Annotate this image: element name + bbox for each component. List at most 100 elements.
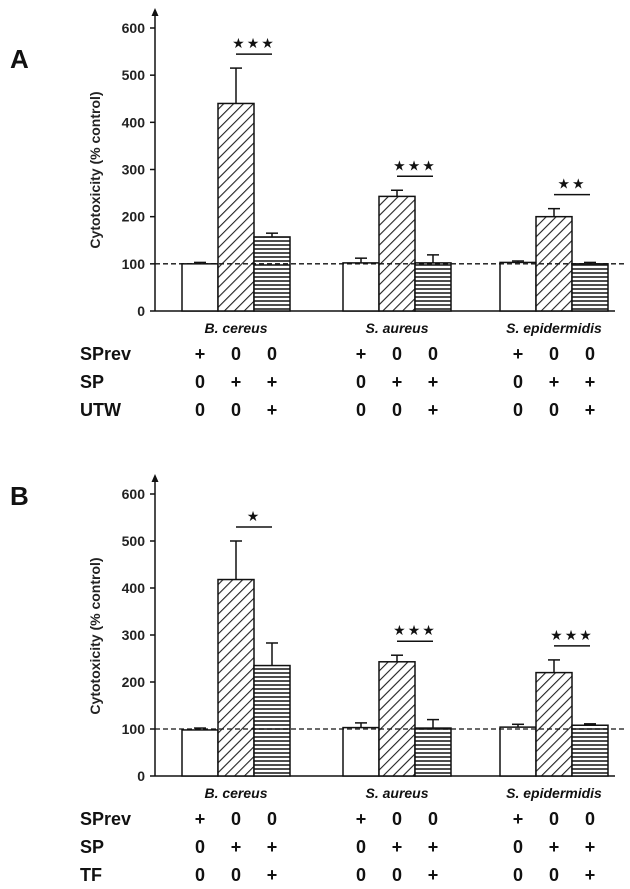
y-tick-label: 100 <box>122 721 146 737</box>
bar-s-epidermidis-horizontal <box>571 724 609 777</box>
condition-cell: 0 <box>513 865 523 885</box>
condition-row-label: SPrev <box>80 344 131 364</box>
bar-s-aureus-diagonal <box>378 661 416 777</box>
category-label: S. epidermidis <box>506 785 602 801</box>
condition-cell: + <box>428 372 439 392</box>
panel-label: A <box>10 44 29 74</box>
condition-cell: + <box>549 837 560 857</box>
y-axis-arrow <box>151 474 159 482</box>
y-tick-label: 600 <box>122 20 146 36</box>
condition-cell: + <box>585 400 596 420</box>
condition-cell: 0 <box>231 865 241 885</box>
condition-cell: + <box>585 372 596 392</box>
bar-s-aureus-horizontal <box>414 727 452 777</box>
y-tick-label: 400 <box>122 580 146 596</box>
bar-b-cereus-diagonal <box>217 578 255 777</box>
y-tick-label: 300 <box>122 162 146 178</box>
condition-cell: 0 <box>549 400 559 420</box>
condition-cell: 0 <box>585 344 595 364</box>
condition-cell: 0 <box>356 400 366 420</box>
significance-stars: ★★★ <box>393 623 437 639</box>
condition-cell: + <box>513 344 524 364</box>
condition-cell: 0 <box>231 344 241 364</box>
condition-cell: + <box>267 372 278 392</box>
condition-cell: 0 <box>231 809 241 829</box>
y-axis-title: Cytotoxicity (% control) <box>87 557 103 714</box>
chart-panel-b: B 0 100 200 300 400 500 600 Cytotoxicity (% cont… <box>10 474 625 885</box>
condition-cell: 0 <box>392 809 402 829</box>
condition-cell: 0 <box>195 372 205 392</box>
panels-layer: A 0 100 200 300 400 500 600 Cytotoxicity (% cont… <box>10 8 625 885</box>
category-label: S. aureus <box>365 320 428 336</box>
bar-b-cereus-open <box>181 263 219 312</box>
y-tick-label: 200 <box>122 209 146 225</box>
condition-cell: 0 <box>513 837 523 857</box>
condition-cell: 0 <box>392 865 402 885</box>
y-axis-title: Cytotoxicity (% control) <box>87 91 103 248</box>
condition-cell: + <box>549 372 560 392</box>
condition-cell: + <box>356 344 367 364</box>
condition-cell: + <box>428 400 439 420</box>
condition-cell: + <box>231 372 242 392</box>
chart-panel-a: A 0 100 200 300 400 500 600 Cytotoxicity (% cont… <box>10 8 625 420</box>
y-tick-label: 500 <box>122 533 146 549</box>
condition-cell: 0 <box>585 809 595 829</box>
condition-cell: + <box>585 865 596 885</box>
condition-cell: 0 <box>549 344 559 364</box>
condition-cell: 0 <box>428 344 438 364</box>
condition-cell: 0 <box>549 865 559 885</box>
condition-cell: + <box>585 837 596 857</box>
condition-cell: + <box>356 809 367 829</box>
category-label: S. aureus <box>365 785 428 801</box>
y-tick-label: 0 <box>137 768 145 784</box>
condition-row-label: SPrev <box>80 809 131 829</box>
bar-b-cereus-horizontal <box>253 236 291 312</box>
condition-cell: + <box>392 837 403 857</box>
significance-stars: ★ <box>247 509 262 525</box>
bar-b-cereus-horizontal <box>253 664 291 777</box>
significance-stars: ★★ <box>557 177 586 193</box>
bar-s-epidermidis-diagonal <box>535 671 573 777</box>
significance-stars: ★★★ <box>550 628 594 644</box>
y-tick-label: 200 <box>122 674 146 690</box>
condition-cell: + <box>267 837 278 857</box>
condition-row-label: TF <box>80 865 102 885</box>
condition-cell: 0 <box>356 837 366 857</box>
bar-s-aureus-open <box>342 726 380 777</box>
condition-cell: 0 <box>392 344 402 364</box>
y-tick-label: 100 <box>122 256 146 272</box>
condition-cell: 0 <box>549 809 559 829</box>
condition-cell: + <box>195 344 206 364</box>
condition-row-label: SP <box>80 837 104 857</box>
category-label: S. epidermidis <box>506 320 602 336</box>
significance-stars: ★★★ <box>232 36 276 52</box>
condition-cell: + <box>513 809 524 829</box>
condition-cell: 0 <box>513 372 523 392</box>
condition-row-label: SP <box>80 372 104 392</box>
y-tick-label: 400 <box>122 114 146 130</box>
significance-stars: ★★★ <box>393 158 437 174</box>
condition-cell: 0 <box>231 400 241 420</box>
y-tick-label: 300 <box>122 627 146 643</box>
condition-cell: 0 <box>267 809 277 829</box>
condition-cell: 0 <box>392 400 402 420</box>
condition-cell: 0 <box>428 809 438 829</box>
condition-cell: 0 <box>195 400 205 420</box>
bar-s-epidermidis-open <box>499 726 537 777</box>
condition-cell: 0 <box>356 865 366 885</box>
condition-cell: 0 <box>513 400 523 420</box>
condition-cell: + <box>428 837 439 857</box>
y-tick-label: 500 <box>122 67 146 83</box>
condition-cell: 0 <box>195 865 205 885</box>
condition-row-label: UTW <box>80 400 121 420</box>
bar-s-epidermidis-open <box>499 261 537 312</box>
bar-s-aureus-open <box>342 262 380 312</box>
bar-b-cereus-open <box>181 729 219 777</box>
bar-s-epidermidis-horizontal <box>571 263 609 312</box>
condition-cell: + <box>428 865 439 885</box>
condition-cell: 0 <box>267 344 277 364</box>
condition-cell: + <box>195 809 206 829</box>
condition-cell: + <box>267 400 278 420</box>
condition-cell: + <box>392 372 403 392</box>
